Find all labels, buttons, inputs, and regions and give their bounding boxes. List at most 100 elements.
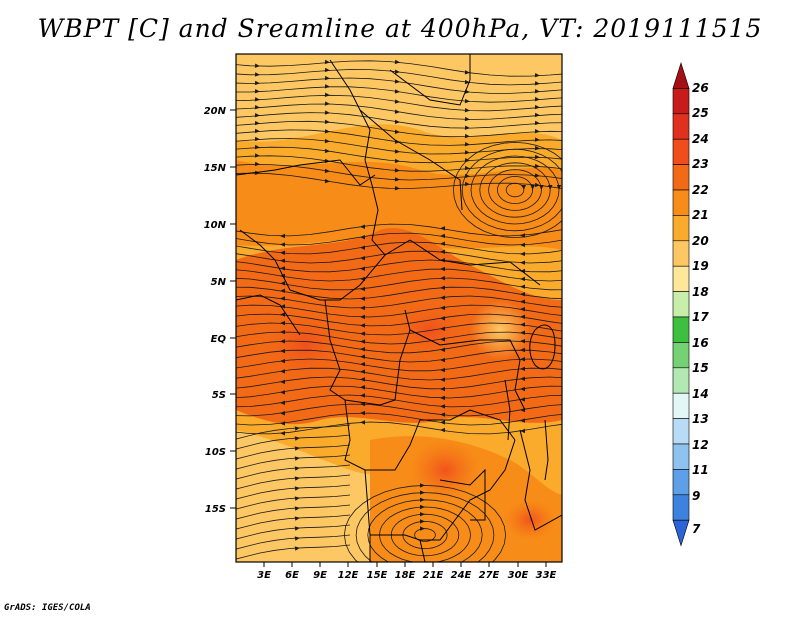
streamline xyxy=(236,164,562,181)
streamline xyxy=(236,146,562,164)
streamline-arrow xyxy=(394,109,400,114)
streamline-arrow xyxy=(520,357,525,362)
wbpt-cool-east xyxy=(470,300,530,360)
streamline xyxy=(236,120,562,138)
colorbar-swatch xyxy=(672,342,690,369)
colorbar-label: 26 xyxy=(692,81,709,95)
lon-label: 30E xyxy=(508,570,529,581)
streamline-arrow xyxy=(520,347,525,353)
streamline-arrow xyxy=(324,119,330,125)
streamline-arrow xyxy=(534,73,540,78)
streamline-arrow xyxy=(294,456,300,461)
streamline-arrow xyxy=(574,185,578,190)
streamline-arrow xyxy=(520,251,525,257)
lon-label: 18E xyxy=(395,570,416,581)
streamline-arrow xyxy=(520,233,525,238)
chart-title: WBPT [C] and Sreamline at 400hPa, VT: 20… xyxy=(37,14,763,43)
streamline-arrow xyxy=(520,386,525,392)
streamline xyxy=(236,403,562,417)
streamline-arrow xyxy=(294,476,300,481)
colorbar-label: 23 xyxy=(692,157,709,171)
streamline xyxy=(505,182,525,198)
streamline-arrow xyxy=(440,386,445,392)
colorbar-label: 16 xyxy=(692,336,709,350)
streamline xyxy=(236,268,562,282)
streamline-arrow xyxy=(360,369,365,374)
streamline-arrow xyxy=(420,483,425,488)
streamline-arrow xyxy=(394,89,400,94)
streamline xyxy=(236,86,562,103)
colorbar-swatch xyxy=(672,215,690,242)
streamline-arrow xyxy=(280,369,285,374)
streamline-arrow xyxy=(280,329,285,335)
streamline-arrow xyxy=(440,285,445,290)
colorbar-swatch xyxy=(672,367,690,394)
streamline-arrow xyxy=(254,120,260,126)
streamline-arrow xyxy=(280,233,285,239)
streamline xyxy=(236,277,562,291)
streamline-arrow xyxy=(324,84,330,89)
lon-label: 6E xyxy=(285,570,299,581)
streamline-arrow xyxy=(394,99,400,104)
streamlines xyxy=(236,60,562,562)
streamline-arrow xyxy=(360,393,365,398)
streamline-arrow xyxy=(534,89,540,94)
streamline-arrow xyxy=(324,148,330,154)
streamline-arrow xyxy=(294,496,300,501)
streamline-arrow xyxy=(254,144,260,150)
streamline-arrow xyxy=(254,128,260,134)
streamline xyxy=(236,434,351,450)
lat-label: 10N xyxy=(204,220,227,231)
colorbar-label: 19 xyxy=(692,259,709,273)
streamline-arrow xyxy=(464,165,470,171)
streamline-arrow xyxy=(534,154,540,160)
streamline-arrow xyxy=(520,242,525,248)
streamline-arrows xyxy=(254,59,578,551)
streamline-arrow xyxy=(520,428,525,434)
streamline-arrow xyxy=(280,296,285,301)
streamline-arrow xyxy=(566,185,570,190)
streamline-arrow xyxy=(280,242,285,247)
streamline-arrow xyxy=(440,295,445,300)
streamline-arrow xyxy=(294,466,300,471)
streamline-arrow xyxy=(280,390,285,395)
streamline-arrow xyxy=(440,337,445,342)
streamline-arrow xyxy=(254,80,260,86)
streamline-arrow xyxy=(520,284,525,289)
streamline-arrow xyxy=(440,326,445,332)
streamline-arrow xyxy=(294,536,300,541)
streamline-arrow xyxy=(520,407,525,413)
streamline-arrow xyxy=(280,288,285,294)
streamline xyxy=(236,421,562,435)
streamline-arrow xyxy=(464,133,470,139)
streamline-arrow xyxy=(440,266,445,272)
wbpt-fill-sahel xyxy=(236,160,562,250)
streamline-arrow xyxy=(464,70,470,75)
streamline-arrow xyxy=(294,486,300,491)
streamline-arrow xyxy=(520,330,525,335)
colorbar-swatch xyxy=(672,392,690,419)
streamline-arrow xyxy=(254,72,260,77)
streamline-arrow xyxy=(520,397,525,402)
streamline xyxy=(236,304,562,318)
colorbar-swatch xyxy=(672,291,690,318)
streamline-arrow xyxy=(360,377,365,382)
streamline-arrow xyxy=(360,255,365,261)
streamline-arrow xyxy=(440,404,445,409)
border-line xyxy=(364,439,516,541)
colorbar-label: 9 xyxy=(692,489,700,503)
streamline-arrow xyxy=(394,119,400,124)
streamline-arrow xyxy=(280,400,285,406)
streamline xyxy=(236,286,562,300)
coastline xyxy=(236,294,301,336)
streamline xyxy=(355,492,495,562)
colorbar-label: 11 xyxy=(692,463,709,477)
streamline xyxy=(236,524,351,540)
streamline xyxy=(236,129,562,146)
streamline-arrow xyxy=(420,512,425,517)
streamline-arrow xyxy=(440,377,445,382)
streamline-arrow xyxy=(360,385,365,390)
colorbar-swatch xyxy=(672,138,690,165)
streamline-arrow xyxy=(324,168,330,174)
streamline-arrow xyxy=(280,258,285,263)
